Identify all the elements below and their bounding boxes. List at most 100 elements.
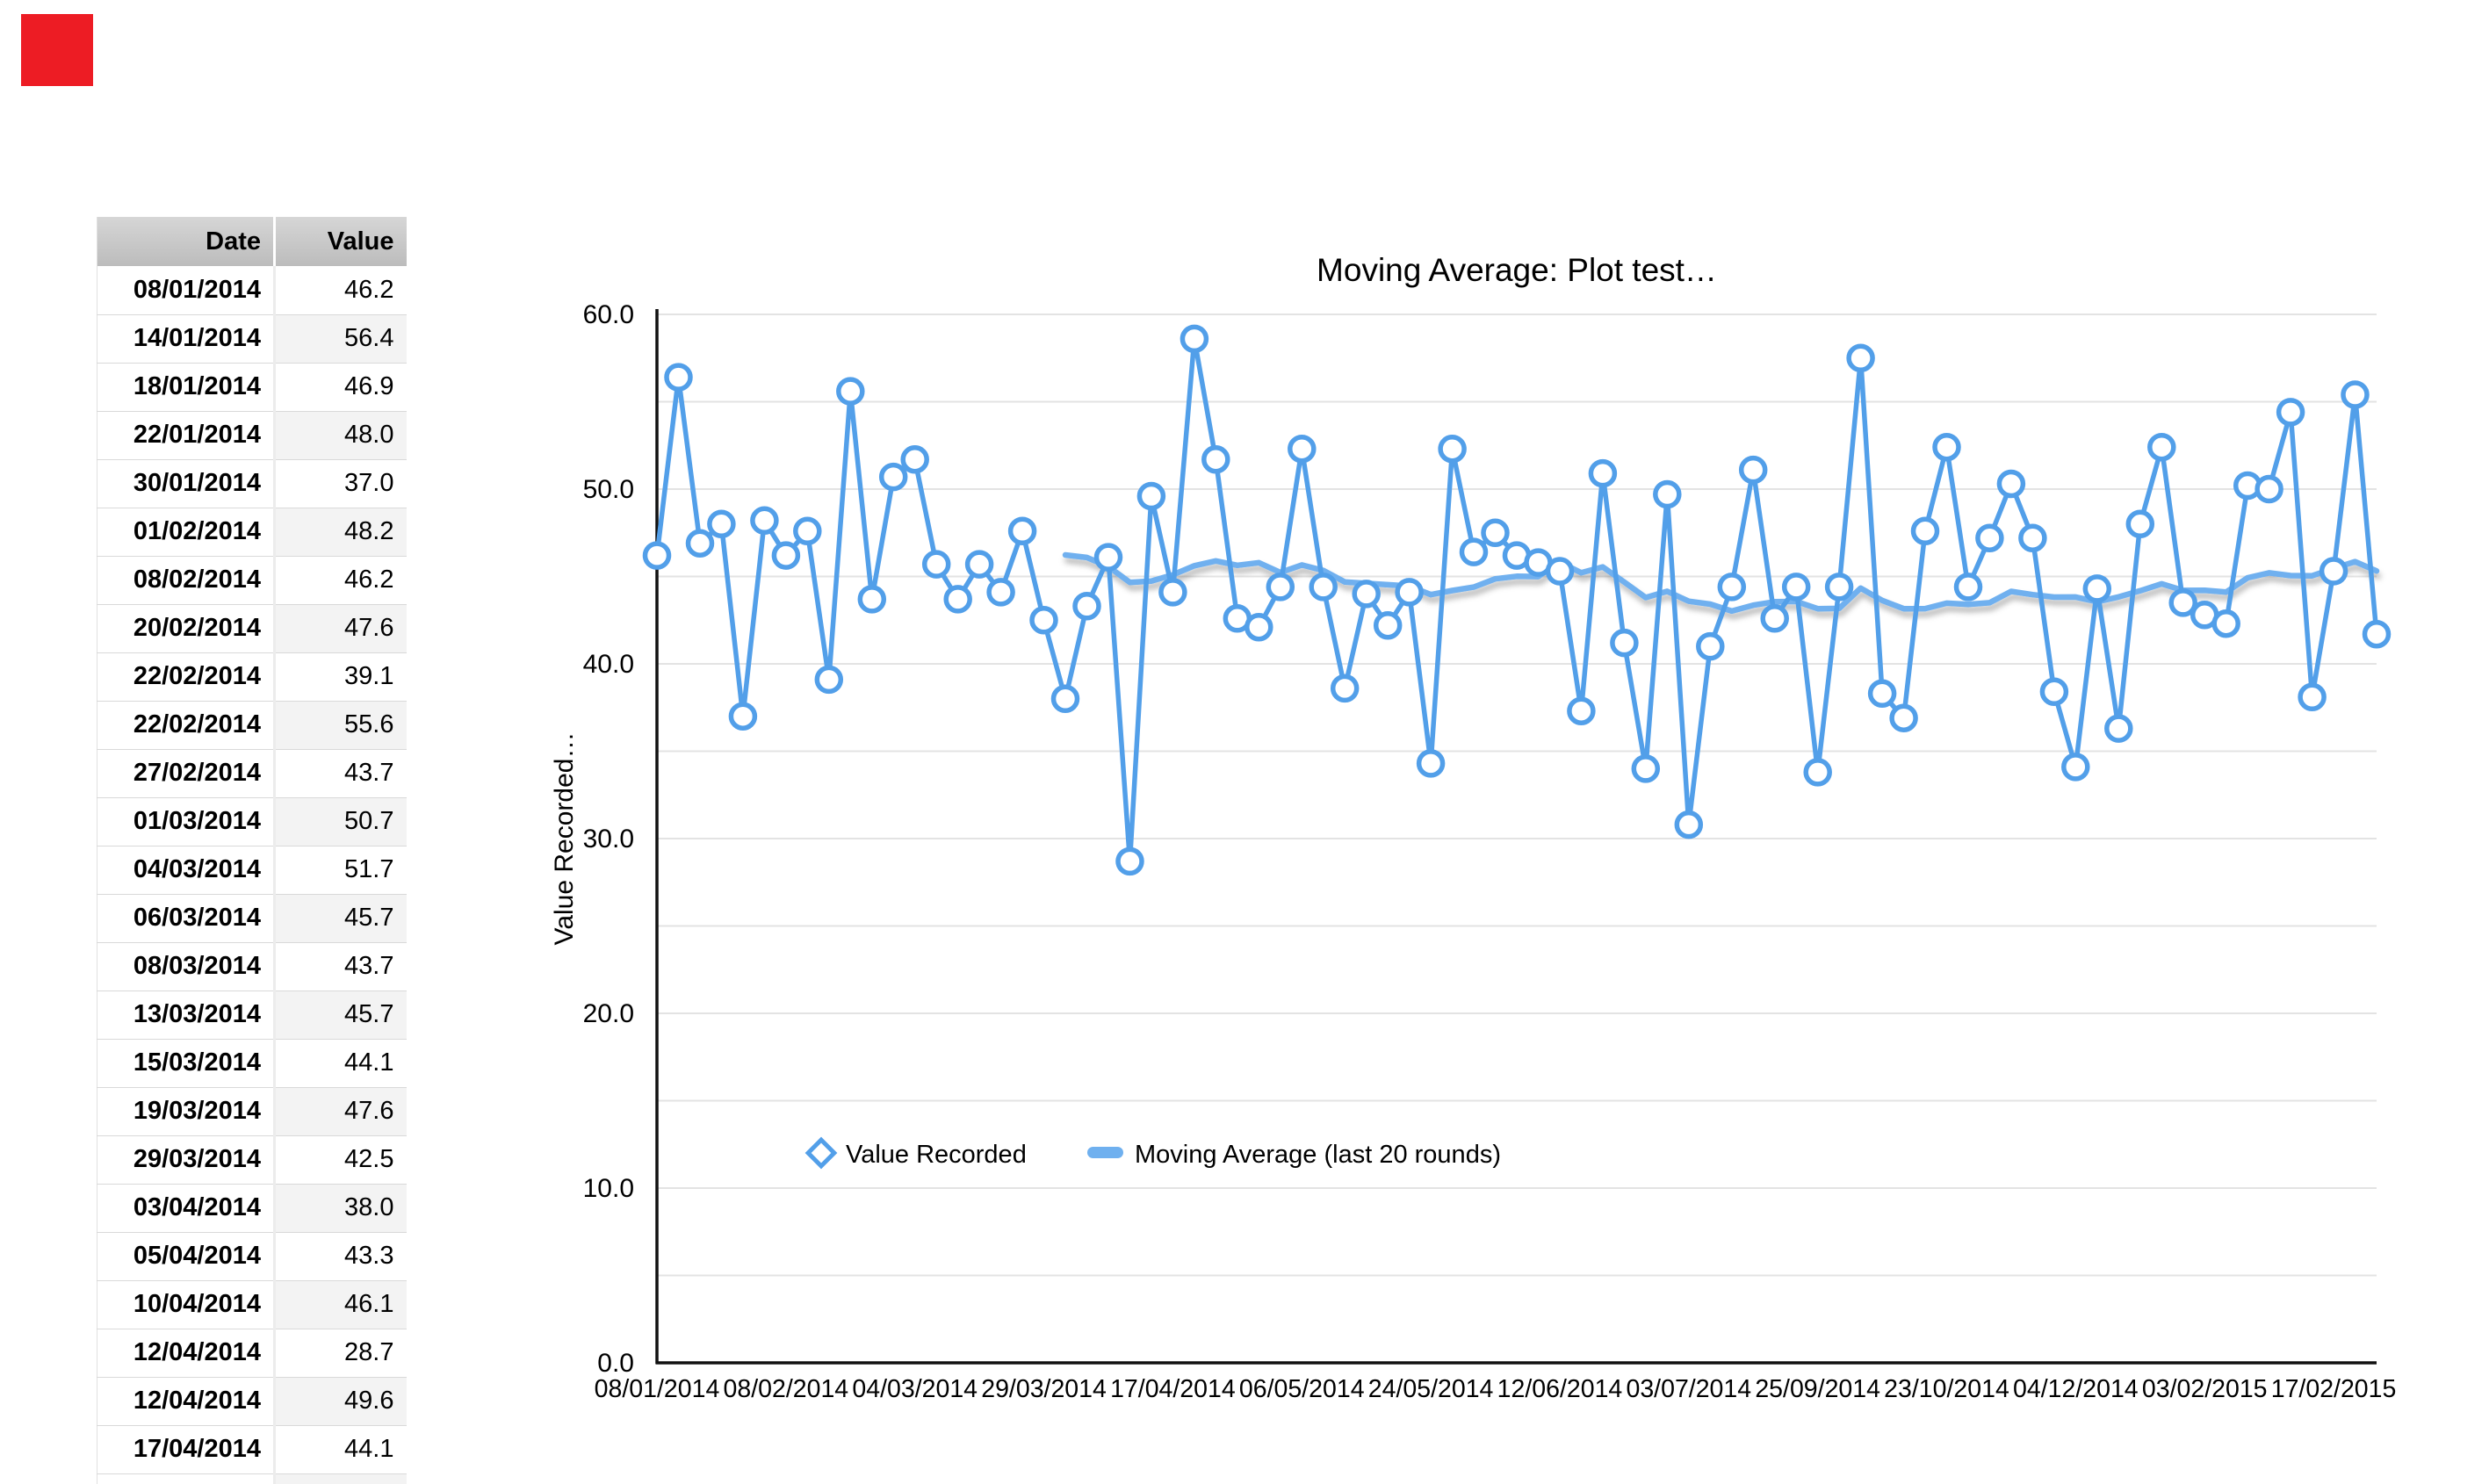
data-point[interactable] (1610, 628, 1639, 658)
data-point[interactable] (2147, 432, 2176, 462)
data-point[interactable] (943, 585, 972, 614)
data-point[interactable] (2319, 557, 2348, 586)
data-point[interactable] (1459, 537, 1489, 566)
date-cell: 03/04/2014 (97, 1184, 276, 1233)
data-point[interactable] (1029, 606, 1058, 635)
data-point[interactable] (1373, 610, 1403, 640)
data-point[interactable] (1696, 631, 1725, 661)
table-row: 08/03/2014 43.7 (97, 942, 407, 991)
data-point[interactable] (2168, 588, 2197, 617)
data-point[interactable] (1180, 324, 1209, 354)
data-point[interactable] (1738, 455, 1768, 485)
data-point[interactable] (2082, 574, 2112, 603)
x-tick-label: 04/12/2014 (2013, 1375, 2139, 1403)
data-point[interactable] (878, 462, 908, 492)
data-point[interactable] (2298, 682, 2327, 712)
data-point[interactable] (1631, 754, 1661, 783)
data-point[interactable] (1889, 703, 1918, 732)
data-point[interactable] (1050, 684, 1080, 714)
data-point[interactable] (664, 363, 693, 392)
value-cell: 45.7 (274, 894, 407, 943)
data-point[interactable] (642, 541, 672, 570)
data-point[interactable] (857, 585, 887, 614)
data-point[interactable] (1438, 434, 1467, 464)
data-point[interactable] (1975, 523, 2004, 552)
data-point[interactable] (1115, 846, 1144, 876)
col-header-value: Value (274, 217, 407, 266)
data-point[interactable] (685, 529, 715, 558)
data-point[interactable] (707, 509, 736, 539)
data-point[interactable] (1846, 343, 1875, 373)
data-point[interactable] (1653, 479, 1682, 509)
data-point[interactable] (1072, 592, 1101, 621)
data-point[interactable] (921, 550, 951, 579)
data-point[interactable] (2039, 677, 2069, 707)
data-point[interactable] (2362, 619, 2392, 649)
table-row: 13/03/2014 45.7 (97, 991, 407, 1040)
data-point[interactable] (2276, 398, 2305, 427)
data-point[interactable] (2061, 753, 2090, 782)
data-point[interactable] (2104, 714, 2133, 743)
data-point[interactable] (2211, 609, 2240, 638)
data-point[interactable] (728, 702, 758, 731)
data-point[interactable] (1867, 679, 1897, 709)
y-tick-label: 60.0 (583, 300, 634, 329)
data-point[interactable] (2018, 523, 2047, 552)
data-point[interactable] (1395, 578, 1424, 607)
data-point[interactable] (1567, 696, 1596, 725)
date-cell: 05/04/2014 (97, 1232, 276, 1281)
data-point[interactable] (1201, 444, 1230, 474)
value-cell: 46.2 (274, 556, 407, 605)
table-row: 18/01/2014 46.9 (97, 363, 407, 412)
data-point[interactable] (1481, 518, 1510, 548)
data-point[interactable] (2255, 474, 2283, 504)
data-point[interactable] (771, 541, 801, 570)
date-cell: 22/02/2014 (97, 701, 276, 750)
data-point[interactable] (1932, 432, 1961, 462)
table-row: 22/02/2014 39.1 (97, 652, 407, 702)
data-point[interactable] (900, 444, 929, 474)
data-point[interactable] (1588, 458, 1618, 488)
data-point[interactable] (1910, 516, 1940, 546)
data-point[interactable] (1244, 612, 1273, 642)
data-point[interactable] (1545, 557, 1575, 586)
data-point[interactable] (1824, 573, 1854, 602)
data-point[interactable] (1288, 434, 1317, 464)
x-tick-label: 03/07/2014 (1626, 1375, 1751, 1403)
data-point[interactable] (1266, 573, 1295, 602)
data-point[interactable] (1136, 481, 1166, 511)
data-point[interactable] (1717, 573, 1747, 602)
date-cell: 01/03/2014 (97, 797, 276, 846)
data-point[interactable] (1803, 758, 1832, 787)
data-point[interactable] (1093, 543, 1123, 572)
table-row: 17/04/2014 44.1 (97, 1425, 407, 1474)
data-point[interactable] (964, 550, 994, 579)
data-point[interactable] (1416, 749, 1446, 778)
data-point[interactable] (814, 665, 844, 695)
data-point[interactable] (1158, 578, 1187, 607)
date-cell: 08/01/2014 (97, 266, 276, 315)
data-point[interactable] (836, 377, 865, 406)
data-point[interactable] (750, 506, 779, 536)
data-point[interactable] (986, 578, 1015, 607)
data-point[interactable] (1760, 604, 1789, 633)
data-point[interactable] (1781, 573, 1811, 602)
table-row: 08/01/2014 46.2 (97, 266, 407, 315)
data-point[interactable] (1309, 573, 1338, 602)
table-row: 29/03/2014 42.5 (97, 1135, 407, 1185)
table-row: 01/03/2014 50.7 (97, 797, 407, 846)
data-point[interactable] (1674, 810, 1704, 839)
data-point[interactable] (1352, 580, 1381, 609)
data-point[interactable] (1330, 674, 1360, 703)
data-point[interactable] (1996, 469, 2026, 499)
data-point[interactable] (1953, 573, 1983, 602)
data-point[interactable] (2125, 509, 2155, 539)
data-point[interactable] (793, 516, 822, 546)
data-point[interactable] (1007, 516, 1037, 546)
value-cell: 42.5 (274, 1135, 407, 1185)
data-point[interactable] (2341, 380, 2370, 409)
value-cell: 48.2 (274, 508, 407, 557)
x-tick-label: 25/09/2014 (1755, 1375, 1880, 1403)
y-tick-label: 40.0 (583, 650, 634, 679)
